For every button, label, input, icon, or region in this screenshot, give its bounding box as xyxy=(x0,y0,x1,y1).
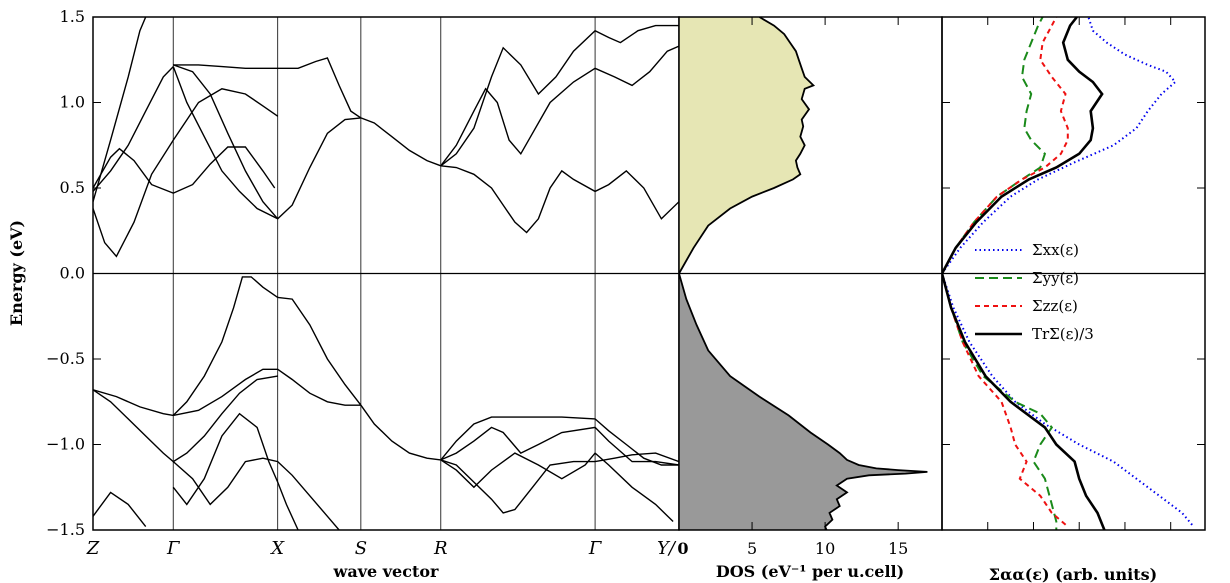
sigma-line-0 xyxy=(942,17,1195,528)
energy-tick-label: 0.0 xyxy=(60,264,85,283)
band-structure-panel: −1.5 −1.0 −0.5 0.0 0.5 1.0 1.5 Z Γ X S R Γ Y/ wave v… xyxy=(7,7,680,581)
energy-tick-label: 0.5 xyxy=(60,178,85,197)
band-line-10 xyxy=(440,24,679,167)
energy-tick-label: −0.5 xyxy=(46,349,85,368)
band-line-4 xyxy=(172,66,361,220)
sigma-line-2 xyxy=(942,17,1069,528)
energy-tick-label: 1.0 xyxy=(60,93,85,112)
k-label: Z xyxy=(86,538,100,559)
energy-axis-ticks: −1.5 −1.0 −0.5 0.0 0.5 1.0 1.5 xyxy=(46,7,101,539)
band-line-19 xyxy=(172,457,340,530)
k-label: S xyxy=(355,538,367,559)
sigma-lines xyxy=(942,17,1205,530)
k-label: Y/ xyxy=(657,538,677,559)
band-lines xyxy=(93,17,679,530)
dos-tick-label: 10 xyxy=(815,539,835,558)
band-line-8 xyxy=(440,165,679,234)
legend-label-2: Σzz(ε) xyxy=(1032,297,1078,315)
energy-tick-label: −1.0 xyxy=(46,435,85,454)
legend-label-0: Σxx(ε) xyxy=(1032,241,1079,259)
band-line-14 xyxy=(277,296,362,406)
transport-panel: Σxx(ε) Σyy(ε) Σzz(ε) TrΣ(ε)/3 Σαα(ε) (arb. … xyxy=(941,16,1206,583)
energy-tick-label: 1.5 xyxy=(60,7,85,26)
band-line-16 xyxy=(440,416,679,466)
band-line-5 xyxy=(173,64,279,220)
band-line-21 xyxy=(172,412,299,530)
band-line-6 xyxy=(173,57,362,119)
k-label: R xyxy=(433,538,448,559)
band-line-17 xyxy=(440,426,679,466)
band-xlabel: wave vector xyxy=(333,562,439,581)
k-point-labels: Z Γ X S R Γ Y/ xyxy=(86,538,677,559)
high-symmetry-lines xyxy=(93,17,679,530)
dos-valence-area xyxy=(679,273,928,530)
dos-xlabel: DOS (eV⁻¹ per u.cell) xyxy=(716,562,904,581)
band-line-12 xyxy=(93,375,278,463)
dos-tick-label: 0 xyxy=(677,539,688,558)
band-line-9 xyxy=(440,45,679,167)
legend: Σxx(ε) Σyy(ε) Σzz(ε) TrΣ(ε)/3 xyxy=(975,241,1094,343)
band-line-3 xyxy=(93,17,147,202)
band-line-7 xyxy=(360,117,442,167)
band-line-18 xyxy=(440,452,674,523)
legend-label-1: Σyy(ε) xyxy=(1032,269,1079,287)
dos-panel: 0 5 10 15 DOS (eV⁻¹ per u.cell) xyxy=(677,16,943,581)
band-line-20 xyxy=(93,491,147,528)
dos-conduction-area xyxy=(679,17,814,274)
band-line-13 xyxy=(172,276,279,416)
transport-axis-ticks xyxy=(942,16,1205,531)
band-line-1 xyxy=(93,146,276,194)
k-label: X xyxy=(269,538,285,559)
energy-tick-label: −1.5 xyxy=(46,520,85,539)
dos-tick-label: 15 xyxy=(888,539,908,558)
band-line-15 xyxy=(360,404,679,514)
band-line-11 xyxy=(93,368,361,417)
k-label: Γ xyxy=(166,538,181,559)
energy-ylabel: Energy (eV) xyxy=(7,220,26,326)
dos-axis-ticks: 0 5 10 15 xyxy=(677,17,908,558)
sigma-line-3 xyxy=(942,17,1106,530)
dos-valence-edge xyxy=(679,273,928,530)
sigma-line-1 xyxy=(942,17,1058,530)
band-line-2 xyxy=(93,66,174,192)
dos-fill xyxy=(679,17,942,530)
transport-xlabel: Σαα(ε) (arb. units) xyxy=(989,565,1157,583)
band-line-0 xyxy=(93,88,279,258)
k-label: Γ xyxy=(588,538,603,559)
legend-label-3: TrΣ(ε)/3 xyxy=(1032,325,1094,343)
dos-tick-label: 5 xyxy=(747,539,757,558)
dos-conduction-edge xyxy=(679,17,816,274)
